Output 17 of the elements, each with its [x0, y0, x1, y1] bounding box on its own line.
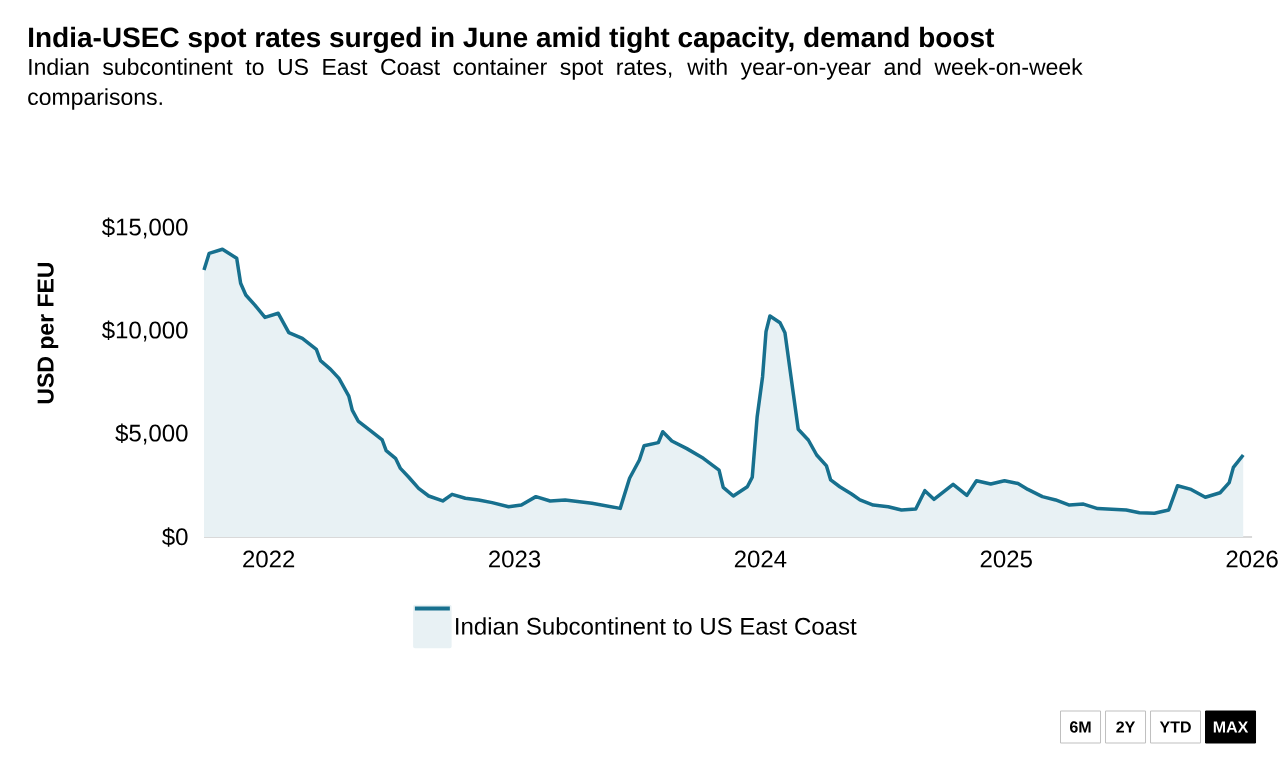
legend-label: Indian Subcontinent to US East Coast — [456, 617, 857, 635]
y-tick-label: $5,000 — [115, 423, 188, 445]
x-tick-label: 2023 — [489, 550, 541, 568]
y-tick-label: $0 — [162, 527, 188, 547]
text: YTD — [1159, 721, 1191, 733]
y-tick-label: $10,000 — [101, 320, 188, 342]
x-tick-label: 2024 — [734, 550, 787, 568]
text: MAX — [1213, 721, 1249, 733]
x-tick-label: 2025 — [980, 550, 1032, 568]
x-tick-label: 2026 — [1226, 550, 1278, 568]
y-axis-title: USD per FEU — [37, 262, 59, 404]
chart-subtitle: Indian subcontinent to US East Coast container spot rates, with year-on-year and week-on-week comparisons. — [28, 58, 1083, 110]
text: 2Y — [1116, 721, 1136, 733]
text: 6M — [1069, 721, 1091, 733]
chart-title: India-USEC spot rates surged in June amid tight capacity, demand boost — [29, 26, 995, 53]
y-tick-label: $15,000 — [101, 217, 188, 239]
x-tick-label: 2022 — [243, 550, 295, 568]
